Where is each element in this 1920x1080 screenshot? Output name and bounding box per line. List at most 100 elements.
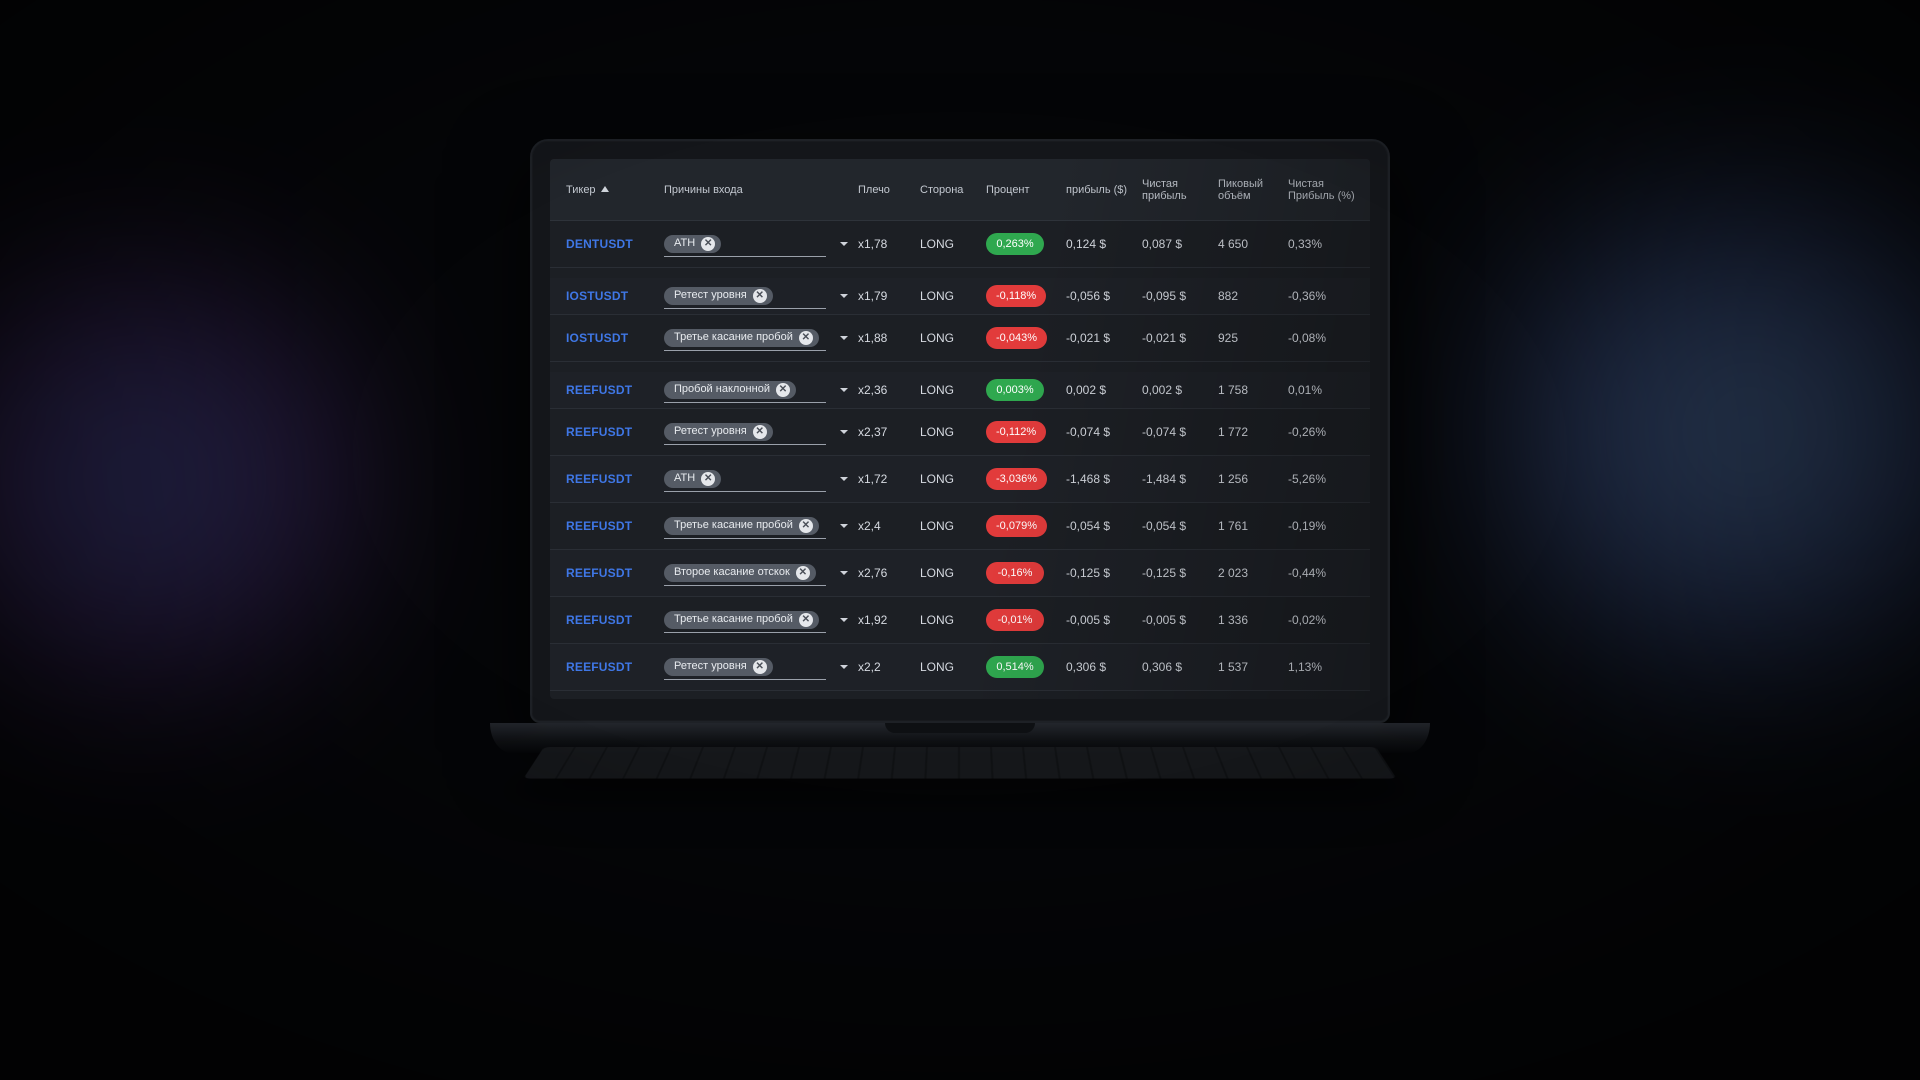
side-value: LONG: [920, 331, 982, 345]
peak-volume-value: 925: [1218, 331, 1284, 345]
ticker-link[interactable]: REEFUSDT: [566, 383, 660, 397]
reason-field[interactable]: ATH✕: [664, 231, 826, 257]
ticker-link[interactable]: REEFUSDT: [566, 472, 660, 486]
sort-asc-icon: [600, 185, 610, 195]
chip-remove-icon[interactable]: ✕: [799, 519, 813, 533]
reason-dropdown-toggle[interactable]: [834, 328, 854, 348]
ticker-link[interactable]: IOSTUSDT: [566, 289, 660, 303]
reason-cell: ATH✕: [664, 231, 854, 257]
header-side[interactable]: Сторона: [920, 184, 982, 196]
header-percent[interactable]: Процент: [986, 184, 1062, 196]
chip-remove-icon[interactable]: ✕: [799, 613, 813, 627]
net-profit-value: -0,125 $: [1142, 566, 1214, 580]
reason-chip-label: Ретест уровня: [674, 661, 747, 672]
percent-pill: -0,043%: [986, 327, 1047, 349]
reason-chip-label: Ретест уровня: [674, 290, 747, 301]
chevron-down-icon: [839, 291, 849, 301]
header-profit-usd[interactable]: прибыль ($): [1066, 184, 1138, 196]
header-leverage[interactable]: Плечо: [858, 184, 916, 196]
reason-field[interactable]: Третье касание пробой ✕: [664, 513, 826, 539]
net-profit-value: -1,484 $: [1142, 472, 1214, 486]
reason-field[interactable]: Пробой наклонной✕: [664, 377, 826, 403]
chip-remove-icon[interactable]: ✕: [799, 331, 813, 345]
side-value: LONG: [920, 425, 982, 439]
reason-field[interactable]: Третье касание пробой✕: [664, 325, 826, 351]
reason-field[interactable]: Ретест уровня ✕: [664, 654, 826, 680]
reason-dropdown-toggle[interactable]: [834, 657, 854, 677]
reason-cell: Ретест уровня ✕: [664, 654, 854, 680]
ticker-link[interactable]: REEFUSDT: [566, 566, 660, 580]
table-row: REEFUSDTТретье касание пробой✕x1,92LONG-…: [550, 597, 1370, 644]
reason-field[interactable]: ATH✕: [664, 466, 826, 492]
reason-cell: Второе касание отскок✕: [664, 560, 854, 586]
reason-dropdown-toggle[interactable]: [834, 516, 854, 536]
table-row: IOSTUSDTТретье касание пробой✕x1,88LONG-…: [550, 315, 1370, 362]
reason-dropdown-toggle[interactable]: [834, 380, 854, 400]
reason-cell: Третье касание пробой ✕: [664, 513, 854, 539]
side-value: LONG: [920, 660, 982, 674]
reason-dropdown-toggle[interactable]: [834, 469, 854, 489]
reason-field[interactable]: Второе касание отскок✕: [664, 560, 826, 586]
percent-cell: 0,514%: [986, 656, 1062, 678]
leverage-value: x2,4: [858, 519, 916, 533]
net-profit-pct-value: -0,19%: [1288, 519, 1356, 533]
reason-chip[interactable]: Ретест уровня✕: [664, 423, 773, 441]
profit-usd-value: 0,002 $: [1066, 383, 1138, 397]
reason-field[interactable]: Ретест уровня✕: [664, 419, 826, 445]
percent-pill: -0,01%: [986, 609, 1044, 631]
ticker-link[interactable]: REEFUSDT: [566, 425, 660, 439]
percent-cell: -0,112%: [986, 421, 1062, 443]
header-ticker-sort[interactable]: Тикер: [566, 184, 660, 196]
reason-dropdown-toggle[interactable]: [834, 422, 854, 442]
ticker-link[interactable]: REEFUSDT: [566, 613, 660, 627]
percent-pill: -0,079%: [986, 515, 1047, 537]
chevron-down-icon: [839, 239, 849, 249]
reason-dropdown-toggle[interactable]: [834, 286, 854, 306]
side-value: LONG: [920, 566, 982, 580]
reason-chip[interactable]: Третье касание пробой✕: [664, 329, 819, 347]
reason-dropdown-toggle[interactable]: [834, 234, 854, 254]
header-ticker: Тикер: [566, 184, 596, 196]
reason-chip[interactable]: ATH✕: [664, 235, 721, 253]
ambient-glow-left: [0, 220, 400, 740]
ticker-link[interactable]: REEFUSDT: [566, 519, 660, 533]
percent-pill: 0,263%: [986, 233, 1044, 255]
reason-chip-label: Третье касание пробой: [674, 520, 793, 531]
reason-chip[interactable]: Второе касание отскок✕: [664, 564, 816, 582]
chip-remove-icon[interactable]: ✕: [701, 472, 715, 486]
profit-usd-value: -0,005 $: [1066, 613, 1138, 627]
header-peak-volume[interactable]: Пиковый объём: [1218, 178, 1284, 202]
reason-chip[interactable]: Ретест уровня ✕: [664, 287, 773, 305]
ticker-link[interactable]: IOSTUSDT: [566, 331, 660, 345]
laptop-keyboard: [523, 747, 1396, 779]
ticker-link[interactable]: DENTUSDT: [566, 237, 660, 251]
chevron-down-icon: [839, 521, 849, 531]
chip-remove-icon[interactable]: ✕: [701, 237, 715, 251]
peak-volume-value: 1 256: [1218, 472, 1284, 486]
leverage-value: x1,72: [858, 472, 916, 486]
reason-field[interactable]: Третье касание пробой✕: [664, 607, 826, 633]
header-net-profit[interactable]: Чистая прибыль: [1142, 178, 1214, 202]
reason-chip[interactable]: Третье касание пробой ✕: [664, 517, 819, 535]
chip-remove-icon[interactable]: ✕: [776, 383, 790, 397]
chip-remove-icon[interactable]: ✕: [753, 289, 767, 303]
reason-chip[interactable]: Ретест уровня ✕: [664, 658, 773, 676]
reason-field[interactable]: Ретест уровня ✕: [664, 283, 826, 309]
profit-usd-value: -0,125 $: [1066, 566, 1138, 580]
net-profit-pct-value: 1,13%: [1288, 660, 1356, 674]
chip-remove-icon[interactable]: ✕: [753, 660, 767, 674]
reason-chip[interactable]: Пробой наклонной✕: [664, 381, 796, 399]
header-reasons[interactable]: Причины входа: [664, 184, 854, 196]
reason-dropdown-toggle[interactable]: [834, 563, 854, 583]
reason-cell: ATH✕: [664, 466, 854, 492]
reason-chip[interactable]: ATH✕: [664, 470, 721, 488]
table-row: REEFUSDTATH✕x1,72LONG-3,036%-1,468 $-1,4…: [550, 456, 1370, 503]
reason-dropdown-toggle[interactable]: [834, 610, 854, 630]
percent-pill: -0,112%: [986, 421, 1046, 443]
chip-remove-icon[interactable]: ✕: [753, 425, 767, 439]
header-net-profit-pct[interactable]: Чистая Прибыль (%): [1288, 178, 1356, 202]
chip-remove-icon[interactable]: ✕: [796, 566, 810, 580]
reason-chip[interactable]: Третье касание пробой✕: [664, 611, 819, 629]
side-value: LONG: [920, 613, 982, 627]
ticker-link[interactable]: REEFUSDT: [566, 660, 660, 674]
